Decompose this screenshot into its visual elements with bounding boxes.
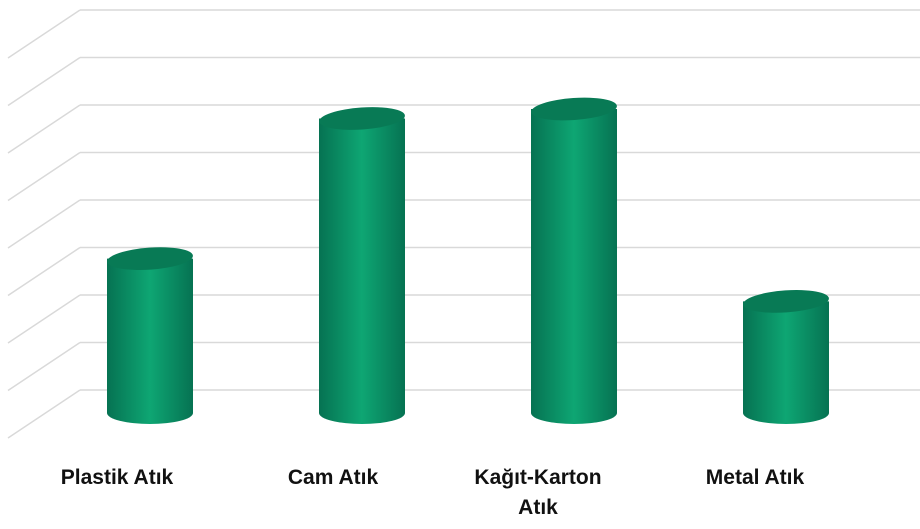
gridline-side (7, 294, 81, 344)
gridline-side (7, 199, 81, 249)
bar-top (743, 289, 829, 313)
category-label-cam: Cam Atık (287, 466, 379, 489)
bar-body (743, 301, 829, 424)
bars (107, 97, 829, 424)
bar-body (107, 258, 193, 424)
bar-body (531, 109, 617, 424)
gridline-side (7, 341, 81, 392)
gridlines (7, 9, 920, 439)
category-label-kagit-karton: Kağıt-Karton Atık (474, 466, 602, 519)
bar-top (319, 107, 405, 130)
bar-2 (319, 107, 405, 424)
gridline-side (7, 151, 81, 202)
bar-top (107, 247, 193, 271)
bar-3 (531, 97, 617, 424)
gridline-side (7, 104, 81, 154)
gridline-side (7, 246, 81, 297)
category-label-plastik: Plastik Atık (60, 466, 174, 489)
gridline-side (7, 9, 81, 59)
bar-body (319, 118, 405, 424)
bar-top (531, 97, 617, 121)
bar-1 (107, 247, 193, 424)
category-label-metal: Metal Atık (705, 466, 805, 489)
gridline-side (7, 389, 81, 439)
bar-4 (743, 289, 829, 424)
gridline-side (7, 56, 81, 107)
